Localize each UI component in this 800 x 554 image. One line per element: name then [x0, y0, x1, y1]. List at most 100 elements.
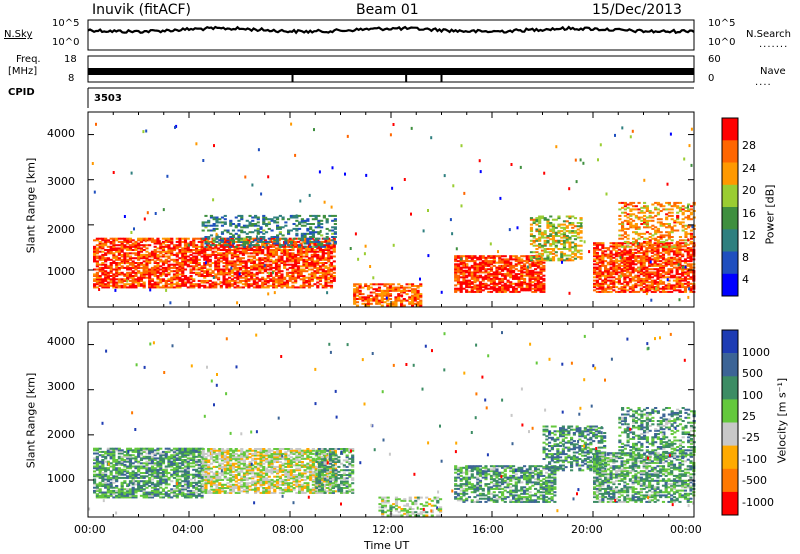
cell-blob-0	[250, 284, 254, 287]
cell-blob-2	[413, 302, 417, 305]
cell-blob-6	[684, 206, 688, 209]
cell-blob-0	[181, 250, 185, 253]
cell-blob-0	[159, 244, 163, 247]
cell-blob-0	[134, 286, 138, 289]
cell-blob-0	[172, 260, 177, 263]
cell-blob-3	[478, 276, 483, 279]
cell-blob-0	[183, 252, 188, 255]
cell-blob-3	[531, 284, 535, 287]
cell-blob-0	[131, 271, 135, 274]
cell-blob-1	[212, 224, 216, 227]
cell-blob-0	[247, 278, 251, 281]
cell-blob-1	[284, 240, 288, 243]
cell-blob-0	[217, 270, 221, 273]
cell-blob-0	[101, 459, 105, 462]
cell-blob-0	[233, 260, 237, 263]
cell-blob-0	[214, 262, 218, 265]
cell-blob-1	[201, 223, 205, 226]
cell-blob-4	[535, 230, 539, 233]
cell-blob-4	[529, 243, 534, 246]
cell-blob-5	[634, 290, 638, 293]
cell-blob-4	[535, 220, 539, 223]
cell-blob-0	[211, 247, 215, 250]
cell-blob-0	[98, 485, 102, 488]
cell-blob-0	[288, 253, 292, 256]
cell-blob-0	[261, 265, 265, 268]
cell-blob-2	[355, 291, 360, 294]
cell-blob-5	[650, 290, 654, 293]
cell-blob-0	[123, 465, 127, 468]
cell-blob-0	[161, 263, 166, 266]
cell-blob-5	[659, 255, 663, 258]
cell-blob-6	[659, 221, 663, 224]
cell-blob-0	[131, 262, 135, 265]
cell-blob-5	[628, 258, 632, 261]
cell-blob-0	[134, 242, 138, 245]
cell-blob-0	[120, 253, 124, 256]
cell-blob-5	[686, 248, 690, 251]
cell-blob-4	[538, 218, 542, 221]
cell-blob-0	[299, 271, 303, 274]
cell-blob-0	[175, 255, 179, 258]
cell-blob-0	[172, 249, 177, 252]
cell-blob-3	[456, 289, 461, 292]
cell-blob-4	[560, 256, 564, 259]
cell-blob-0	[123, 253, 127, 256]
cell-blob-5	[667, 260, 671, 263]
cell-blob-5	[612, 273, 616, 276]
cell-blob-6	[689, 236, 694, 239]
cell-blob-0	[329, 255, 334, 258]
cell-blob-5	[604, 269, 608, 272]
cell-blob-5	[675, 251, 679, 254]
cell-blob-3	[473, 276, 477, 279]
cell-blob-0	[128, 488, 133, 491]
cell-blob-0	[161, 279, 166, 282]
cell-blob-1	[220, 216, 225, 219]
cell-noise	[133, 227, 135, 231]
cell-blob-5	[634, 260, 638, 263]
cell-blob-5	[637, 281, 641, 284]
cell-blob-4	[579, 249, 583, 252]
cell-blob-0	[272, 286, 276, 289]
cell-blob-5	[609, 255, 613, 258]
cell-blob-0	[109, 237, 113, 240]
cell-blob-1	[295, 232, 299, 235]
cell-blob-6	[678, 206, 683, 209]
cell-blob-0	[302, 239, 306, 242]
cell-blob-0	[324, 252, 328, 255]
cell-blob-0	[329, 262, 334, 265]
cell-blob-0	[310, 247, 314, 250]
cell-blob-2	[355, 289, 360, 292]
cell-blob-3	[470, 255, 474, 258]
cell-blob-2	[405, 299, 409, 302]
cell-blob-0	[117, 253, 121, 256]
cell-blob-0	[101, 258, 105, 261]
cell-blob-0	[134, 240, 138, 243]
cell-blob-6	[643, 237, 647, 240]
cell-blob-4	[551, 241, 556, 244]
cell-blob-0	[93, 489, 97, 492]
cell-blob-1	[311, 214, 315, 217]
cell-noise	[427, 209, 429, 212]
cell-blob-0	[247, 275, 251, 278]
cell-blob-0	[283, 278, 287, 281]
cell-blob-0	[139, 249, 144, 252]
cell-blob-0	[299, 257, 303, 260]
cell-blob-6	[654, 244, 658, 247]
cell-noise	[267, 175, 270, 179]
cell-blob-6	[629, 213, 633, 216]
cell-blob-0	[126, 460, 130, 463]
cell-blob-5	[678, 251, 682, 254]
cell-blob-6	[670, 236, 674, 239]
cell-blob-0	[327, 260, 331, 263]
cell-blob-0	[134, 262, 138, 265]
cell-blob-0	[106, 281, 110, 284]
cell-blob-0	[269, 263, 273, 266]
cell-blob-0	[98, 460, 102, 463]
cell-blob-5	[628, 271, 632, 274]
cell-blob-0	[280, 283, 284, 286]
cell-blob-3	[454, 276, 458, 279]
cell-blob-5	[606, 247, 610, 250]
cell-blob-3	[514, 284, 518, 287]
cell-blob-5	[617, 279, 621, 282]
